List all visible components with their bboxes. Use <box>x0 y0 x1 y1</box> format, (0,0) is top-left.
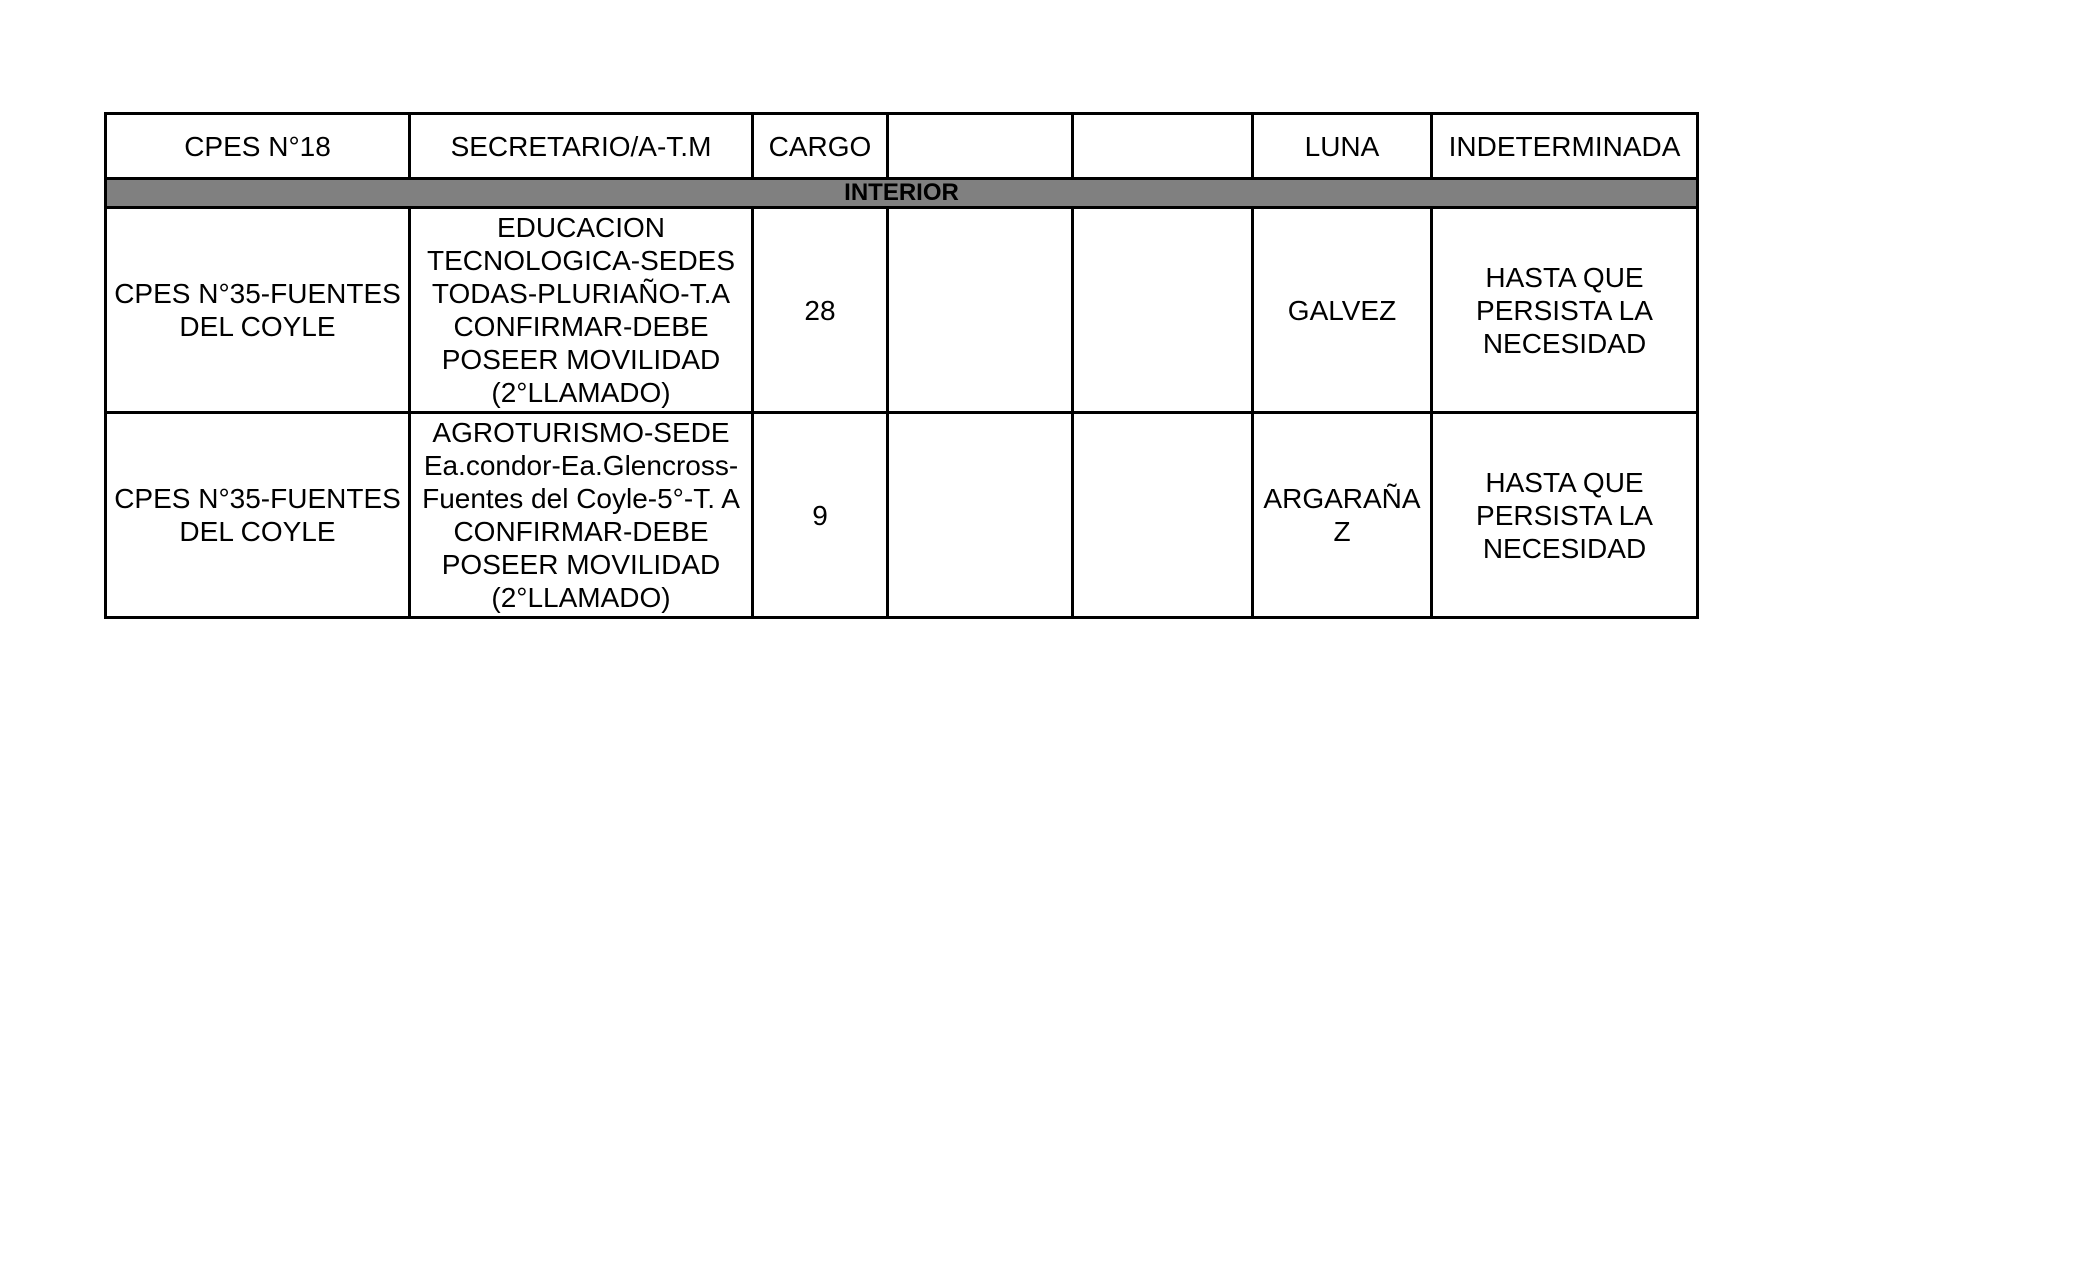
section-band-label: INTERIOR <box>104 177 1699 209</box>
cell-school: CPES N°35-FUENTES DEL COYLE <box>104 206 411 414</box>
assignments-table: CPES N°18 SECRETARIO/A-T.M CARGO LUNA IN… <box>104 112 1699 619</box>
cell-position: SECRETARIO/A-T.M <box>408 112 754 180</box>
table-row-top: CPES N°18 SECRETARIO/A-T.M CARGO LUNA IN… <box>104 112 1699 180</box>
cell-position: AGROTURISMO-SEDE Ea.condor-Ea.Glencross-… <box>408 411 754 619</box>
cell-surname: ARGARAÑA Z <box>1251 411 1433 619</box>
cell-duration: INDETERMINADA <box>1430 112 1699 180</box>
cell-empty-2 <box>1071 206 1254 414</box>
cell-empty-1 <box>886 411 1074 619</box>
cell-school: CPES N°18 <box>104 112 411 180</box>
cell-cargo: CARGO <box>751 112 889 180</box>
cell-cargo: 9 <box>751 411 889 619</box>
cell-empty-1 <box>886 112 1074 180</box>
table-row: CPES N°35-FUENTES DEL COYLE EDUCACION TE… <box>104 206 1699 414</box>
cell-surname: GALVEZ <box>1251 206 1433 414</box>
cell-duration: HASTA QUE PERSISTA LA NECESIDAD <box>1430 206 1699 414</box>
section-band-row: INTERIOR <box>104 177 1699 209</box>
cell-empty-2 <box>1071 411 1254 619</box>
cell-cargo: 28 <box>751 206 889 414</box>
cell-school: CPES N°35-FUENTES DEL COYLE <box>104 411 411 619</box>
cell-position: EDUCACION TECNOLOGICA-SEDES TODAS-PLURIA… <box>408 206 754 414</box>
table-row: CPES N°35-FUENTES DEL COYLE AGROTURISMO-… <box>104 411 1699 619</box>
cell-surname: LUNA <box>1251 112 1433 180</box>
cell-duration: HASTA QUE PERSISTA LA NECESIDAD <box>1430 411 1699 619</box>
assignments-table-wrap: CPES N°18 SECRETARIO/A-T.M CARGO LUNA IN… <box>104 112 1699 619</box>
cell-empty-2 <box>1071 112 1254 180</box>
cell-empty-1 <box>886 206 1074 414</box>
